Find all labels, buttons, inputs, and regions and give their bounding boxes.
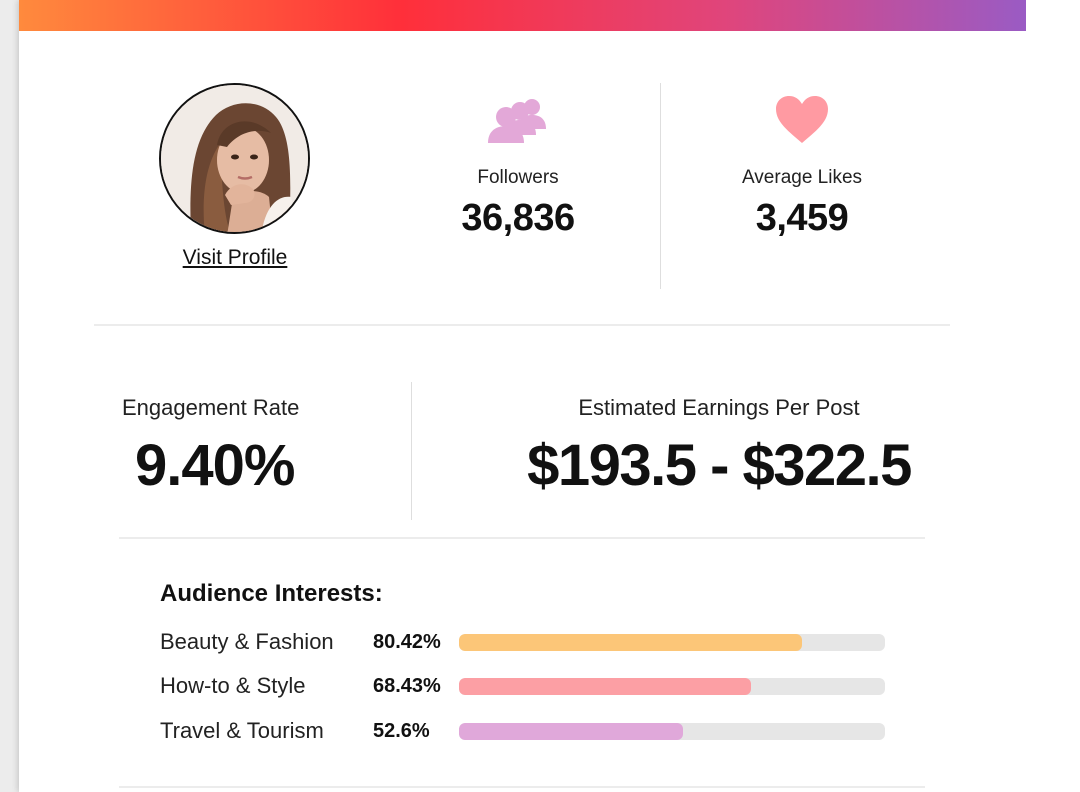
- earnings-value: $193.5 - $322.5: [527, 433, 912, 498]
- avatar[interactable]: [159, 83, 310, 234]
- engagement-rate-value: 9.40%: [135, 433, 295, 498]
- interest-name: How-to & Style: [160, 673, 306, 698]
- interest-bar-track: [459, 723, 885, 740]
- interest-percent: 52.6%: [373, 720, 430, 742]
- divider-vertical: [411, 382, 412, 520]
- people-icon: [488, 99, 546, 143]
- divider-vertical: [660, 83, 661, 289]
- audience-interests-title: Audience Interests:: [160, 580, 383, 607]
- divider-horizontal: [94, 324, 950, 326]
- average-likes-label: Average Likes: [741, 167, 863, 188]
- earnings-label: Estimated Earnings Per Post: [578, 395, 860, 420]
- average-likes-stat: Average Likes 3,459: [682, 167, 922, 240]
- interest-bar-fill: [459, 678, 751, 695]
- interest-name: Beauty & Fashion: [160, 629, 334, 654]
- interest-bar-fill: [459, 634, 802, 651]
- visit-profile-link[interactable]: Visit Profile: [182, 246, 288, 269]
- divider-horizontal: [119, 537, 925, 539]
- followers-label: Followers: [477, 167, 559, 188]
- interest-percent: 80.42%: [373, 631, 441, 653]
- gradient-header-bar: [19, 0, 1026, 31]
- influencer-card: Visit Profile Followers 36,836 Average L…: [19, 0, 1026, 792]
- interest-bar-fill: [459, 723, 684, 740]
- engagement-rate-label: Engagement Rate: [122, 395, 300, 420]
- interest-row: How-to & Style 68.43%: [160, 671, 900, 701]
- divider-horizontal: [119, 786, 925, 788]
- followers-stat: Followers 36,836: [398, 167, 638, 240]
- followers-value: 36,836: [461, 197, 575, 239]
- interest-percent: 68.43%: [373, 675, 441, 697]
- average-likes-value: 3,459: [755, 197, 849, 239]
- interest-name: Travel & Tourism: [160, 718, 324, 743]
- interest-row: Travel & Tourism 52.6%: [160, 716, 900, 746]
- interest-bar-track: [459, 634, 885, 651]
- avatar-photo: [161, 85, 308, 232]
- heart-icon: [776, 96, 828, 143]
- interest-bar-track: [459, 678, 885, 695]
- page-background: [1026, 0, 1080, 792]
- interest-row: Beauty & Fashion 80.42%: [160, 627, 900, 657]
